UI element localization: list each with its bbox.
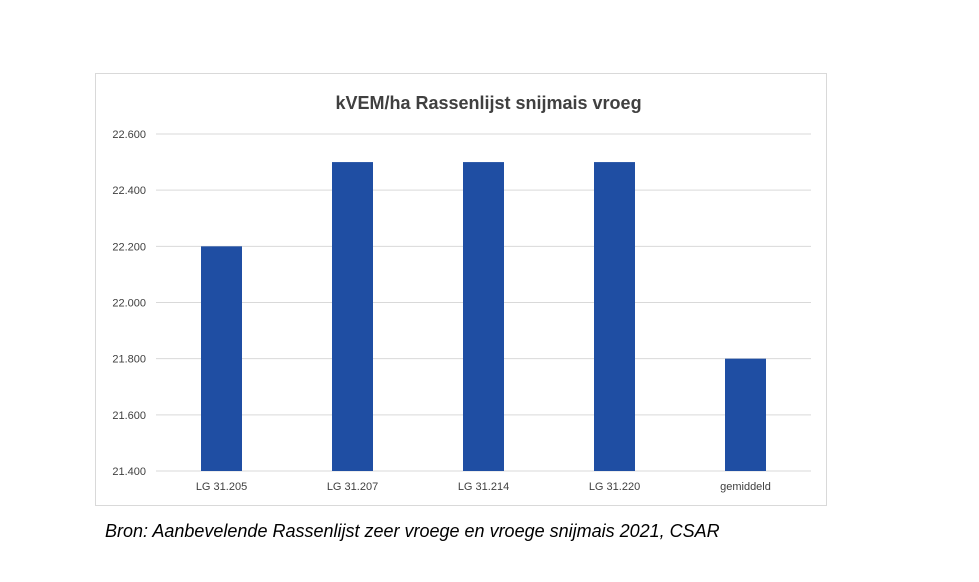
chart-title: kVEM/ha Rassenlijst snijmais vroeg [335, 93, 641, 113]
y-tick-label: 22.400 [112, 185, 146, 197]
bar [594, 162, 635, 471]
bar [332, 162, 373, 471]
y-tick-label: 21.600 [112, 410, 146, 422]
bar [463, 162, 504, 471]
y-tick-label: 21.800 [112, 354, 146, 366]
x-tick-label: LG 31.207 [327, 481, 378, 493]
y-tick-label: 22.200 [112, 241, 146, 253]
x-tick-label: LG 31.220 [589, 481, 640, 493]
bar [201, 246, 242, 471]
x-tick-label: gemiddeld [720, 481, 771, 493]
bar-chart: kVEM/ha Rassenlijst snijmais vroeg 21.400… [112, 93, 811, 493]
y-tick-label: 21.400 [112, 466, 146, 478]
x-tick-label: LG 31.205 [196, 481, 247, 493]
y-tick-label: 22.000 [112, 298, 146, 310]
x-tick-label: LG 31.214 [458, 481, 509, 493]
y-tick-label: 22.600 [112, 129, 146, 141]
source-note: Bron: Aanbevelende Rassenlijst zeer vroe… [105, 521, 720, 541]
chart-frame: kVEM/ha Rassenlijst snijmais vroeg 21.400… [95, 73, 827, 506]
bar [725, 358, 766, 471]
